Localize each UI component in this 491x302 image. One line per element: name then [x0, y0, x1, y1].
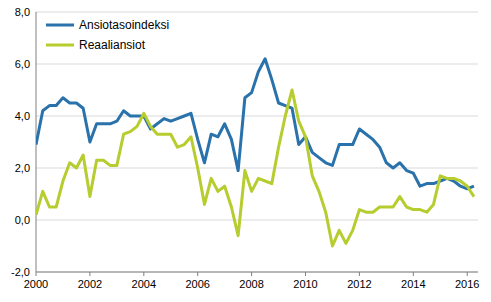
x-tick [36, 272, 37, 276]
legend-swatch [46, 24, 74, 27]
grid-line [36, 272, 478, 273]
y-tick-label: 2,0 [15, 162, 30, 174]
y-tick-label: -2,0 [11, 266, 30, 278]
y-tick-label: 4,0 [15, 110, 30, 122]
series-line [36, 90, 474, 246]
grid-line [36, 64, 478, 65]
legend-label: Ansiotasoindeksi [79, 18, 169, 32]
y-tick-label: 0,0 [15, 214, 30, 226]
x-tick-label: 2014 [401, 278, 425, 290]
x-tick [305, 272, 306, 276]
x-tick [251, 272, 252, 276]
y-tick-label: 6,0 [15, 58, 30, 70]
x-tick [197, 272, 198, 276]
grid-line [36, 12, 478, 13]
x-tick-label: 2006 [185, 278, 209, 290]
series-line [36, 59, 474, 189]
x-axis [36, 272, 478, 273]
x-tick-label: 2002 [78, 278, 102, 290]
series-group [36, 59, 474, 246]
x-tick-label: 2000 [24, 278, 48, 290]
legend-label: Reaaliansiot [79, 38, 146, 52]
x-tick-label: 2012 [347, 278, 371, 290]
grid-line [36, 220, 478, 221]
x-tick-label: 2008 [239, 278, 263, 290]
grid-line [36, 168, 478, 169]
chart: -2,0 0,0 2,0 4,0 6,0 8,0 2000 2002 2004 2006 2008 2… [0, 0, 491, 302]
x-tick [89, 272, 90, 276]
x-tick [359, 272, 360, 276]
legend-swatch [46, 44, 74, 47]
x-tick [467, 272, 468, 276]
x-tick-label: 2004 [132, 278, 156, 290]
grid-line [36, 116, 478, 117]
y-tick-label: 8,0 [15, 6, 30, 18]
x-tick-label: 2016 [455, 278, 479, 290]
x-tick-label: 2010 [293, 278, 317, 290]
x-tick [143, 272, 144, 276]
x-tick [413, 272, 414, 276]
